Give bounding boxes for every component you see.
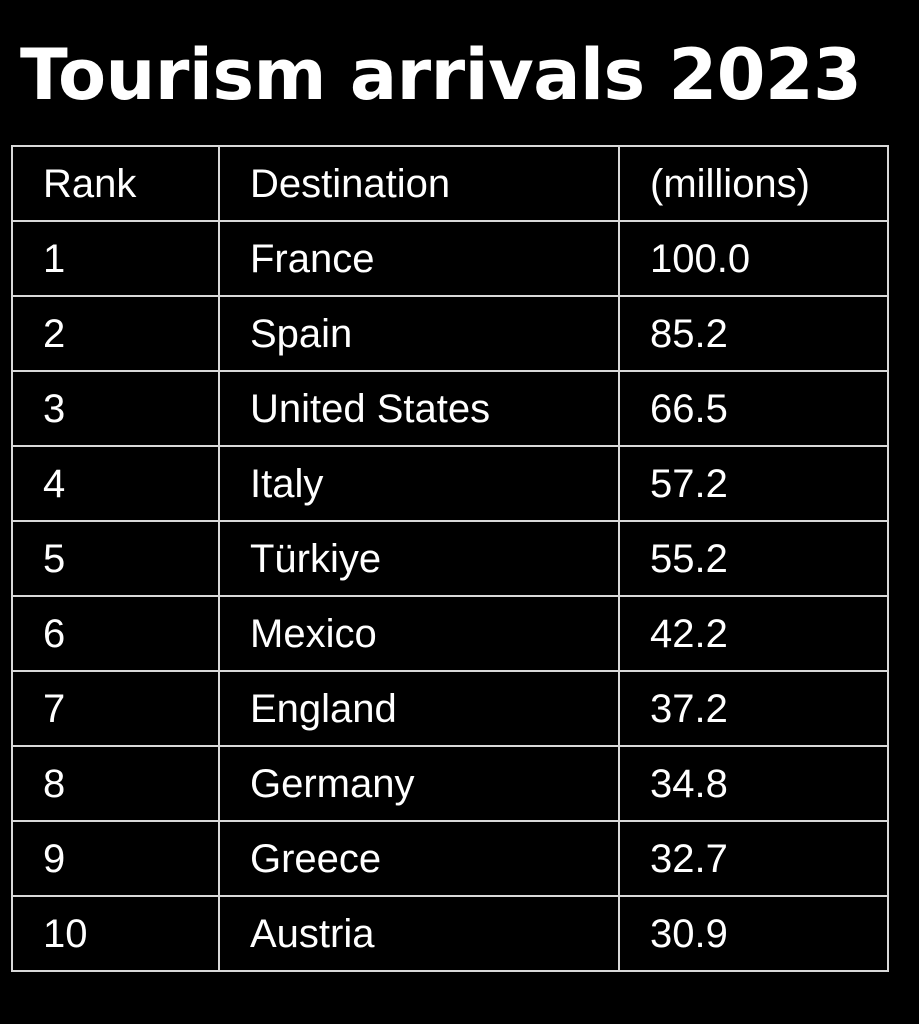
header-arrivals: (millions)	[618, 145, 889, 222]
rank-cell: 7	[11, 670, 220, 747]
arrivals-cell: 32.7	[618, 820, 889, 897]
table-row: 9 Greece 32.7	[11, 820, 889, 897]
rank-cell: 5	[11, 520, 220, 597]
arrivals-cell: 100.0	[618, 220, 889, 297]
rank-cell: 4	[11, 445, 220, 522]
arrivals-cell: 57.2	[618, 445, 889, 522]
rank-cell: 3	[11, 370, 220, 447]
page-title: Tourism arrivals 2023	[20, 34, 862, 116]
rank-cell: 6	[11, 595, 220, 672]
table-body: 1 France 100.0 2 Spain 85.2 3 United Sta…	[11, 220, 889, 972]
table-row: 3 United States 66.5	[11, 370, 889, 447]
table-row: 6 Mexico 42.2	[11, 595, 889, 672]
destination-cell: Türkiye	[218, 520, 620, 597]
table-row: 5 Türkiye 55.2	[11, 520, 889, 597]
header-row: Rank Destination (millions)	[11, 145, 889, 222]
table-row: 4 Italy 57.2	[11, 445, 889, 522]
table-row: 2 Spain 85.2	[11, 295, 889, 372]
table-row: 8 Germany 34.8	[11, 745, 889, 822]
header-rank: Rank	[11, 145, 220, 222]
arrivals-cell: 55.2	[618, 520, 889, 597]
destination-cell: England	[218, 670, 620, 747]
table-row: 1 France 100.0	[11, 220, 889, 297]
arrivals-cell: 42.2	[618, 595, 889, 672]
header-destination: Destination	[218, 145, 620, 222]
table-row: 7 England 37.2	[11, 670, 889, 747]
table-header: Rank Destination (millions)	[11, 145, 889, 222]
table-row: 10 Austria 30.9	[11, 895, 889, 972]
arrivals-cell: 30.9	[618, 895, 889, 972]
rank-cell: 1	[11, 220, 220, 297]
destination-cell: Greece	[218, 820, 620, 897]
destination-cell: Mexico	[218, 595, 620, 672]
rank-cell: 8	[11, 745, 220, 822]
destination-cell: United States	[218, 370, 620, 447]
arrivals-cell: 66.5	[618, 370, 889, 447]
destination-cell: Spain	[218, 295, 620, 372]
rank-cell: 2	[11, 295, 220, 372]
destination-cell: Germany	[218, 745, 620, 822]
destination-cell: France	[218, 220, 620, 297]
arrivals-cell: 85.2	[618, 295, 889, 372]
destination-cell: Austria	[218, 895, 620, 972]
tourism-ranking-table: Rank Destination (millions) 1 France 100…	[11, 145, 889, 972]
rank-cell: 9	[11, 820, 220, 897]
arrivals-cell: 34.8	[618, 745, 889, 822]
destination-cell: Italy	[218, 445, 620, 522]
rank-cell: 10	[11, 895, 220, 972]
arrivals-cell: 37.2	[618, 670, 889, 747]
